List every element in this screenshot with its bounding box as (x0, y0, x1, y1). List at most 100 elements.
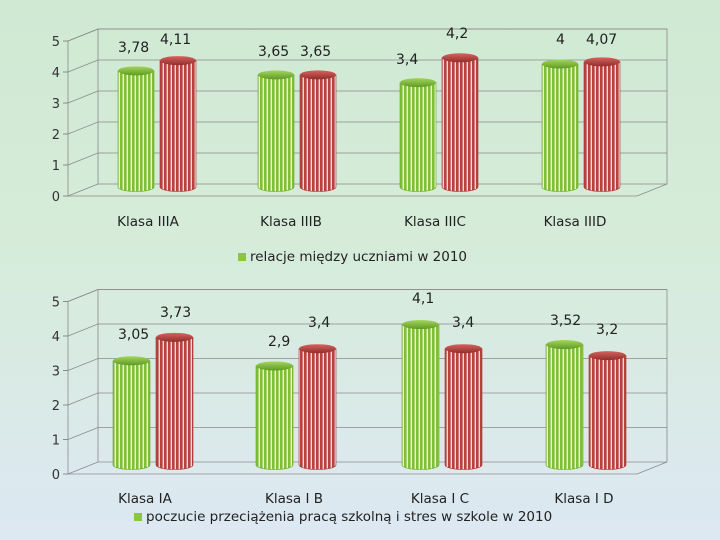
bar-body (298, 348, 337, 470)
side-wall (67, 288, 99, 475)
legend-swatch (134, 513, 142, 521)
bar-body (399, 82, 437, 192)
data-label: 4,11 (160, 32, 191, 48)
data-label: 4 (556, 32, 565, 48)
bar-series-red (298, 344, 337, 470)
bar-series-green (255, 361, 294, 470)
data-label: 3,65 (300, 44, 331, 60)
bar-series-green (117, 66, 155, 192)
bar-cap (300, 70, 336, 80)
bar-series-red (299, 70, 337, 192)
category-label: Klasa I C (411, 491, 469, 507)
data-label: 3,4 (308, 315, 330, 331)
bar-cap (160, 56, 196, 66)
plot-frame: 0 1 2 3 4 5 (52, 288, 668, 483)
legend-label: relacje między uczniami w 2010 (250, 249, 467, 265)
y-tick-label: 2 (52, 128, 60, 143)
y-tick-label: 3 (52, 365, 60, 380)
bar-series-red (441, 53, 479, 192)
bar-cap (546, 340, 583, 350)
data-label: 3,78 (118, 40, 149, 56)
bar-cap (589, 351, 626, 361)
bar-body (401, 324, 440, 470)
bar-cap (113, 356, 150, 366)
bar-body (583, 61, 621, 192)
category-label: Klasa IIIB (260, 214, 322, 230)
bar-body (441, 57, 479, 192)
bar-cap (299, 344, 336, 354)
bar-cap (118, 66, 154, 76)
data-label: 3,05 (118, 327, 149, 343)
bar-series-green (401, 320, 440, 470)
bar-series-green (399, 78, 437, 192)
bar-body (155, 337, 194, 470)
y-tick-label: 4 (52, 66, 60, 81)
bar-cap (400, 78, 436, 88)
bar-cap (256, 361, 293, 371)
y-tick-label: 0 (52, 468, 60, 483)
bar-body (255, 365, 294, 470)
data-label: 3,65 (258, 44, 289, 60)
bar-cap (258, 70, 294, 80)
y-tick-label: 0 (52, 190, 60, 205)
data-label: 4,1 (412, 291, 434, 307)
bar-series-red (155, 332, 194, 470)
bar-series-green (112, 356, 151, 470)
bar-cap (156, 332, 193, 342)
y-tick-label: 1 (52, 434, 60, 449)
bar-series-red (588, 351, 627, 470)
y-tick-label: 2 (52, 399, 60, 414)
bar-body (112, 360, 151, 470)
bar-cap (584, 57, 620, 67)
side-wall (67, 28, 99, 197)
chart-relacje: 0 1 2 3 4 5 3,78 3,65 3,4 4 4,11 3,65 4,2 4,07 Klasa I… (52, 26, 668, 265)
data-label: 3,2 (596, 322, 618, 338)
bar-series-red (583, 57, 621, 192)
legend: poczucie przeciążenia pracą szkolną i st… (134, 509, 552, 525)
bar-body (159, 60, 197, 192)
data-label: 2,9 (268, 334, 290, 350)
data-label: 4,2 (446, 26, 468, 42)
bar-series-red (444, 344, 483, 470)
y-tick-label: 1 (52, 159, 60, 174)
y-tick-label: 5 (52, 35, 60, 50)
data-label: 3,4 (452, 315, 474, 331)
data-label: 4,07 (586, 32, 617, 48)
bar-body (299, 74, 337, 192)
category-label: Klasa IIID (544, 214, 607, 230)
y-tick-label: 4 (52, 330, 60, 345)
bar-series-red (159, 56, 197, 192)
data-label: 3,52 (550, 313, 581, 329)
chart-przeciazenie: 0 1 2 3 4 5 3,05 2,9 4,1 3,52 3,73 3,4 3,4 3,2 Klasa I… (52, 288, 668, 525)
legend-swatch (238, 253, 246, 261)
gridline (67, 323, 667, 337)
category-label: Klasa I D (554, 491, 613, 507)
bar-cap (542, 59, 578, 69)
y-tick-label: 3 (52, 97, 60, 112)
category-label: Klasa IIIC (404, 214, 466, 230)
legend: relacje między uczniami w 2010 (238, 249, 467, 265)
bar-cap (402, 320, 439, 330)
legend-label: poczucie przeciążenia pracą szkolną i st… (146, 509, 552, 525)
floor (68, 461, 668, 475)
bar-body (444, 348, 483, 470)
bar-series-green (257, 70, 295, 192)
gridline (67, 289, 667, 302)
category-label: Klasa IA (118, 491, 172, 507)
gridline (67, 28, 667, 42)
data-label: 3,4 (396, 52, 418, 68)
bar-cap (442, 53, 478, 63)
category-label: Klasa I B (265, 491, 323, 507)
bar-body (117, 70, 155, 192)
floor (68, 183, 668, 197)
bar-body (541, 63, 579, 192)
y-tick-label: 5 (52, 296, 60, 311)
bar-body (588, 355, 627, 470)
bar-body (257, 74, 295, 192)
bar-series-green (541, 59, 579, 192)
bar-body (545, 344, 584, 470)
bar-series-green (545, 340, 584, 470)
bar-cap (445, 344, 482, 354)
data-label: 3,73 (160, 305, 191, 321)
